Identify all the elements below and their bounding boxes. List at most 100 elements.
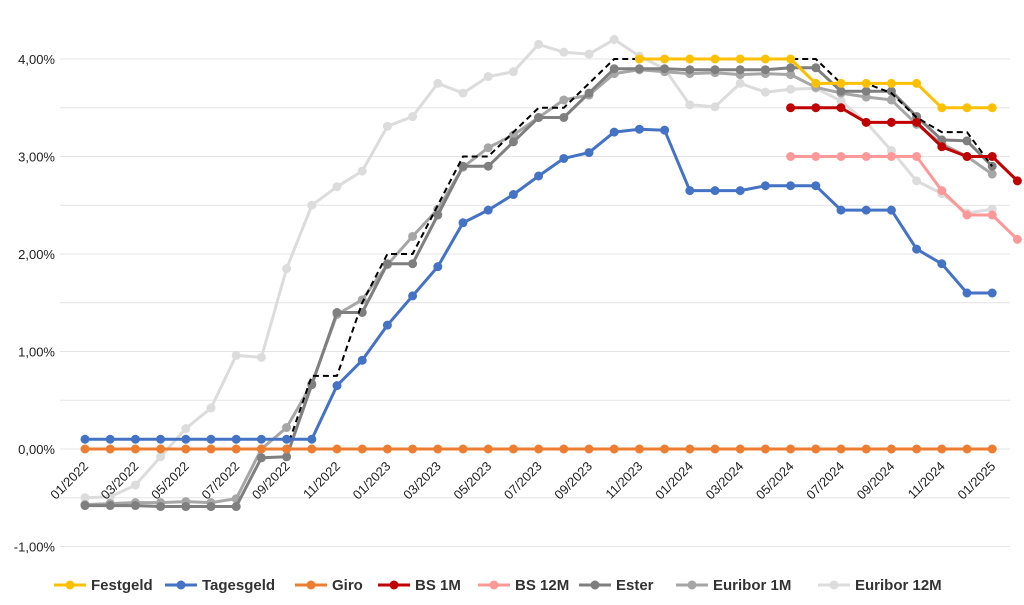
euribor-12m-point <box>332 182 342 192</box>
tagesgeld-point <box>987 288 997 298</box>
euribor-12m-point <box>433 78 443 88</box>
euribor-12m-point <box>609 35 619 44</box>
bs-12m-point <box>937 186 947 196</box>
series-bs-1m <box>786 103 1022 186</box>
giro-point <box>433 444 443 454</box>
tagesgeld-point <box>886 205 896 215</box>
legend-label: Euribor 12M <box>855 577 942 594</box>
tagesgeld-point <box>433 262 443 272</box>
tagesgeld-point <box>357 355 367 365</box>
tagesgeld-point <box>382 320 392 330</box>
legend-label: Festgeld <box>91 577 153 594</box>
euribor-12m-point <box>760 87 770 97</box>
bs-1m-point <box>1012 176 1022 186</box>
y-tick-label: 2,00% <box>18 247 55 262</box>
y-tick-label: 1,00% <box>18 345 55 360</box>
ester-point <box>861 86 871 96</box>
ester-point <box>105 501 115 511</box>
y-tick-label: -1,00% <box>14 540 56 555</box>
bs-12m-point <box>962 210 972 220</box>
y-tick-label: 0,00% <box>18 442 55 457</box>
euribor-12m-point <box>559 47 569 57</box>
legend-label: Ester <box>616 577 654 594</box>
tagesgeld-point <box>786 181 796 191</box>
legend-item-tagesgeld: Tagesgeld <box>165 577 275 594</box>
bs-12m-point <box>987 210 997 220</box>
x-tick-label: 01/2024 <box>652 459 696 503</box>
x-tick-label: 09/2024 <box>854 459 898 503</box>
bs-12m-point <box>912 152 922 161</box>
bs-12m-point <box>811 152 821 161</box>
ester-point <box>685 65 695 75</box>
ester-point <box>559 113 569 122</box>
legend-swatch-marker <box>65 580 75 590</box>
ester-point <box>156 502 166 512</box>
giro-point <box>408 444 418 454</box>
legend-label: Euribor 1M <box>713 577 791 594</box>
giro-point <box>685 444 695 454</box>
bs-12m-point <box>1012 234 1022 244</box>
legend-swatch-marker <box>590 580 600 590</box>
giro-point <box>609 444 619 454</box>
giro-point <box>962 444 972 454</box>
festgeld-point <box>836 78 846 88</box>
ester-point <box>282 452 292 462</box>
bs-1m-point <box>786 103 796 113</box>
festgeld-point <box>937 103 947 113</box>
giro-point <box>559 444 569 454</box>
ester-point <box>735 65 745 75</box>
tagesgeld-point <box>710 186 720 196</box>
festgeld-point <box>735 54 745 64</box>
tagesgeld-point <box>408 291 418 301</box>
ester-point <box>609 64 619 74</box>
euribor-12m-point <box>181 424 191 434</box>
tagesgeld-point <box>256 434 266 444</box>
legend-item-festgeld: Festgeld <box>54 577 153 594</box>
bs-1m-point <box>886 117 896 127</box>
euribor-12m-point <box>483 72 493 82</box>
ester-point <box>786 63 796 73</box>
tagesgeld-point <box>231 434 241 444</box>
tagesgeld-point <box>282 434 292 444</box>
euribor-12m-point <box>912 176 922 186</box>
tagesgeld-point <box>660 125 670 135</box>
euribor-1m-point <box>508 130 518 140</box>
giro-point <box>786 444 796 454</box>
giro-point <box>861 444 871 454</box>
euribor-12m-point <box>584 49 594 59</box>
giro-point <box>584 444 594 454</box>
giro-point <box>156 444 166 454</box>
series-ester <box>80 63 997 512</box>
tagesgeld-point <box>861 205 871 215</box>
x-tick-label: 07/2024 <box>803 459 847 503</box>
festgeld-point <box>987 103 997 113</box>
giro-point <box>660 444 670 454</box>
bs-12m-point <box>836 152 846 161</box>
tagesgeld-point <box>80 434 90 444</box>
legend-swatch-marker <box>829 580 839 590</box>
x-tick-label: 05/2023 <box>450 459 494 503</box>
ester-point <box>433 210 443 220</box>
legend: Festgeld Tagesgeld Giro BS 1M BS 12M Ester Eur… <box>54 577 942 594</box>
euribor-12m-point <box>786 84 796 94</box>
ester-point <box>886 86 896 96</box>
x-tick-label: 03/2024 <box>702 459 746 503</box>
ester-point <box>408 259 418 269</box>
legend-label: Giro <box>332 577 363 594</box>
ester-point <box>836 86 846 96</box>
tagesgeld-point <box>584 148 594 158</box>
tagesgeld-point <box>508 190 518 200</box>
giro-point <box>811 444 821 454</box>
euribor-1m-point <box>483 143 493 153</box>
ester-point <box>332 308 342 317</box>
euribor-12m-point <box>408 112 418 122</box>
legend-swatch-marker <box>176 580 186 590</box>
giro-point <box>735 444 745 454</box>
legend-item-giro: Giro <box>295 577 363 594</box>
festgeld-point <box>685 54 695 64</box>
giro-point <box>987 444 997 454</box>
festgeld-point <box>962 103 972 113</box>
giro-point <box>130 444 140 454</box>
euribor-12m-point <box>105 492 115 502</box>
